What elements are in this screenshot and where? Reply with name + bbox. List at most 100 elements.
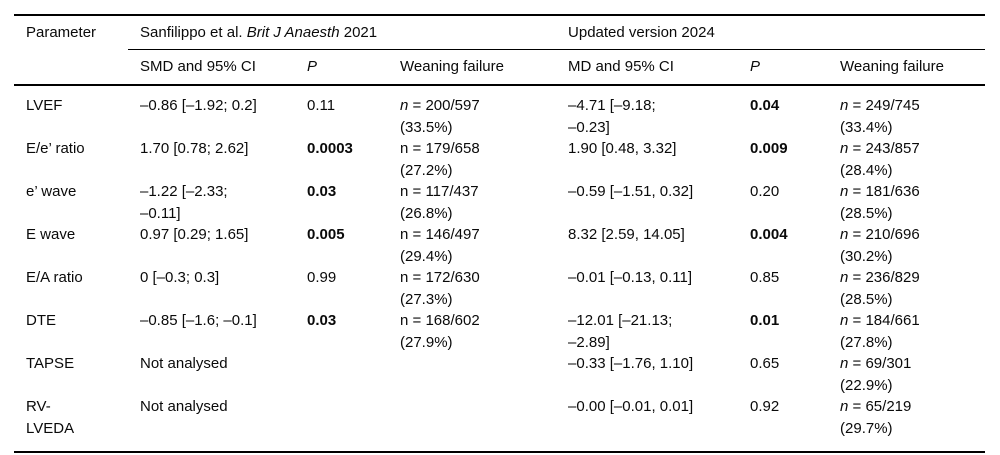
table-row-e-prime-wave: e’ wave –1.22 [–2.33; –0.11] 0.03 n = 11… <box>14 181 985 224</box>
n-count: n = 181/636 <box>840 183 920 200</box>
percentage: (29.7%) <box>840 419 893 437</box>
p-value-cell: 0.85 <box>750 269 780 286</box>
p-value-cell <box>295 353 388 396</box>
n-count: n = 69/301 <box>840 355 911 372</box>
n-symbol: n <box>400 97 409 114</box>
parameter-cell: e’ wave <box>26 183 77 200</box>
percentage: (28.5%) <box>840 290 893 308</box>
p-value-cell: 0.99 <box>307 269 337 286</box>
smd-ci-cell: Not analysed <box>140 355 228 372</box>
table-header: Parameter Sanfilippo et al. Brit J Anaes… <box>14 15 986 86</box>
table-row-rv-lveda: RV- LVEDA Not analysed –0.00 [–0.01, 0.0… <box>14 396 985 452</box>
p-value-cell: 0.20 <box>750 183 780 200</box>
p-value-cell: 0.004 <box>750 226 788 243</box>
group-header-sanfilippo-2021: Sanfilippo et al. Brit J Anaesth 2021 <box>128 15 557 50</box>
weaning-failure-cell: n = 168/602 (27.9%) <box>388 310 556 353</box>
p-value-cell: 0.03 <box>307 183 337 200</box>
percentage: (29.4%) <box>400 247 453 265</box>
table-row-ee-ratio: E/e’ ratio 1.70 [0.78; 2.62] 0.0003 n = … <box>14 138 985 181</box>
parameter-cell: DTE <box>26 312 56 329</box>
weaning-failure-cell: n = 249/745 (33.4%) <box>828 85 985 138</box>
col-header-p-2: P <box>738 49 829 86</box>
n-value: = 179/658 <box>408 140 480 157</box>
p-value-cell: 0.65 <box>750 355 780 372</box>
n-count: n = 179/658 <box>400 140 480 157</box>
md-ci-cell: –12.01 [–21.13; –2.89] <box>568 312 673 351</box>
percentage: (28.4%) <box>840 161 893 179</box>
md-ci-cell: –0.01 [–0.13, 0.11] <box>568 269 693 286</box>
percentage: (30.2%) <box>840 247 893 265</box>
group1-year: 2021 <box>343 24 378 41</box>
n-symbol: n <box>840 226 849 243</box>
percentage: (28.5%) <box>840 204 893 222</box>
n-symbol: n <box>400 269 409 286</box>
p-value-cell: 0.03 <box>307 312 337 329</box>
sub-header-row: SMD and 95% CI P Weaning failure MD and … <box>14 49 986 86</box>
n-count: n = 236/829 <box>840 269 920 286</box>
col-header-weaning-failure-2: Weaning failure <box>828 49 986 86</box>
n-symbol: n <box>840 355 849 372</box>
percentage: (22.9%) <box>840 376 893 394</box>
col-header-parameter: Parameter <box>14 15 128 86</box>
weaning-failure-cell <box>388 353 556 396</box>
parameter-cell: RV- LVEDA <box>26 398 75 437</box>
p-value-cell: 0.005 <box>307 226 345 243</box>
parameter-cell: E/A ratio <box>26 269 83 286</box>
col-header-md-ci: MD and 95% CI <box>556 49 739 86</box>
weaning-failure-cell <box>388 396 556 452</box>
n-value: = 181/636 <box>848 183 920 200</box>
n-value: = 210/696 <box>848 226 920 243</box>
percentage: (26.8%) <box>400 204 453 222</box>
group1-citation-text: Sanfilippo et al. <box>140 24 243 41</box>
p-value-cell: 0.11 <box>307 97 336 114</box>
group-header-row: Parameter Sanfilippo et al. Brit J Anaes… <box>14 15 986 86</box>
col-header-p-1: P <box>295 49 388 86</box>
n-symbol: n <box>840 269 849 286</box>
weaning-failure-cell: n = 172/630 (27.3%) <box>388 267 556 310</box>
n-symbol: n <box>840 183 849 200</box>
col-header-weaning-failure-1: Weaning failure <box>388 49 557 86</box>
meta-analysis-table: Parameter Sanfilippo et al. Brit J Anaes… <box>14 14 986 453</box>
weaning-failure-cell: n = 243/857 (28.4%) <box>828 138 985 181</box>
weaning-failure-cell: n = 184/661 (27.8%) <box>828 310 985 353</box>
md-ci-cell: 8.32 [2.59, 14.05] <box>568 226 685 243</box>
smd-ci-cell: –0.86 [–1.92; 0.2] <box>140 97 257 114</box>
p-value-cell: 0.009 <box>750 140 788 157</box>
weaning-failure-cell: n = 236/829 (28.5%) <box>828 267 985 310</box>
smd-ci-cell: Not analysed <box>140 398 228 415</box>
table-container: Parameter Sanfilippo et al. Brit J Anaes… <box>14 14 986 453</box>
parameter-cell: E wave <box>26 226 76 243</box>
p-value-cell: 0.01 <box>750 312 780 329</box>
n-count: n = 117/437 <box>400 183 479 200</box>
journal-name: Brit J Anaesth <box>246 24 340 41</box>
weaning-failure-cell: n = 181/636 (28.5%) <box>828 181 985 224</box>
n-value: = 65/219 <box>848 398 912 415</box>
weaning-failure-cell: n = 69/301 (22.9%) <box>828 353 985 396</box>
n-symbol: n <box>840 97 849 114</box>
n-value: = 243/857 <box>848 140 920 157</box>
table-row-e-wave: E wave 0.97 [0.29; 1.65] 0.005 n = 146/4… <box>14 224 985 267</box>
md-ci-cell: –4.71 [–9.18; –0.23] <box>568 97 656 136</box>
n-value: = 200/597 <box>408 97 480 114</box>
parameter-cell: LVEF <box>26 97 63 114</box>
parameter-cell: TAPSE <box>26 355 75 372</box>
weaning-failure-cell: n = 179/658 (27.2%) <box>388 138 556 181</box>
weaning-failure-cell: n = 65/219 (29.7%) <box>828 396 985 452</box>
table-row-ea-ratio: E/A ratio 0 [–0.3; 0.3] 0.99 n = 172/630… <box>14 267 985 310</box>
table-body: LVEF –0.86 [–1.92; 0.2] 0.11 n = 200/597… <box>14 85 985 452</box>
n-count: n = 200/597 <box>400 97 480 114</box>
n-symbol: n <box>400 226 409 243</box>
percentage: (27.8%) <box>840 333 893 351</box>
n-symbol: n <box>400 183 409 200</box>
smd-ci-cell: 0.97 [0.29; 1.65] <box>140 226 249 243</box>
n-count: n = 210/696 <box>840 226 920 243</box>
n-value: = 117/437 <box>408 183 479 200</box>
md-ci-cell: –0.59 [–1.51, 0.32] <box>568 183 694 200</box>
p-value-cell <box>295 396 388 452</box>
n-value: = 146/497 <box>408 226 480 243</box>
n-symbol: n <box>840 312 849 329</box>
smd-ci-cell: 1.70 [0.78; 2.62] <box>140 140 249 157</box>
table-row-tapse: TAPSE Not analysed –0.33 [–1.76, 1.10] 0… <box>14 353 985 396</box>
weaning-failure-cell: n = 146/497 (29.4%) <box>388 224 556 267</box>
